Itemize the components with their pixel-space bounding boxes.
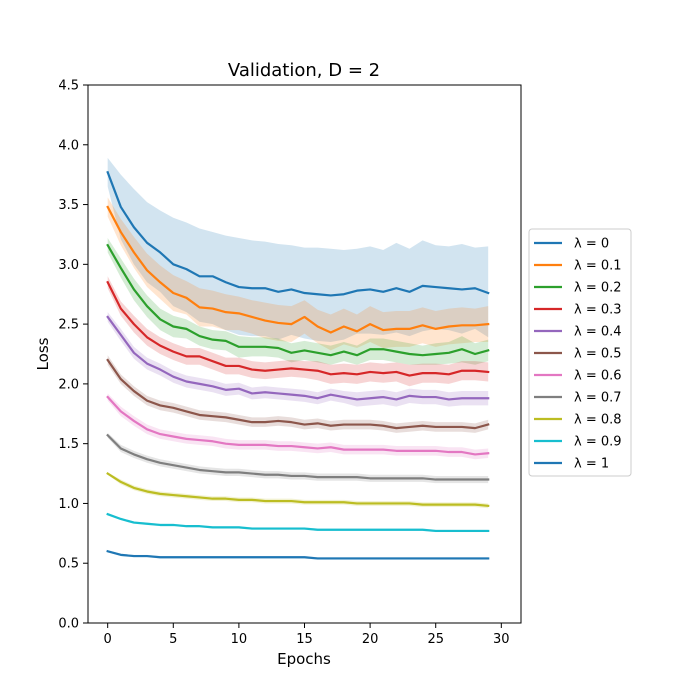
y-tick-label: 2.5 [58,318,79,333]
y-tick-label: 1.5 [58,437,79,452]
y-tick-label: 0.5 [58,557,79,572]
y-axis-ticks: 0.0 0.5 1.0 1.5 2.0 2.5 3.0 3.5 4.0 4.5 [58,79,88,632]
y-tick-label: 0.0 [58,617,79,632]
x-axis-label: Epochs [277,650,331,668]
x-tick-label: 0 [104,632,112,647]
series-band-8 [107,472,489,509]
legend-label-5: λ = 0.5 [574,347,622,362]
series-lines [106,170,490,560]
legend-label-1: λ = 0.1 [574,259,622,274]
confidence-bands [107,157,489,560]
series-line-7 [106,433,490,481]
legend-label-4: λ = 0.4 [574,325,622,340]
legend-label-2: λ = 0.2 [574,281,622,296]
legend-label-6: λ = 0.6 [574,369,622,384]
series-line-0 [106,170,490,297]
chart-title: Validation, D = 2 [228,60,380,81]
x-tick-label: 20 [362,632,379,647]
series-line-5 [106,358,490,430]
series-line-8 [106,472,490,508]
y-tick-label: 1.0 [58,497,79,512]
series-line-9 [106,512,490,533]
series-line-10 [106,549,490,560]
legend-box [528,228,632,477]
series-band-4 [107,312,489,407]
legend-label-9: λ = 0.9 [574,435,622,450]
y-tick-label: 4.0 [58,138,79,153]
series-line-3 [106,280,490,377]
series-band-6 [107,393,489,460]
x-tick-label: 15 [296,632,313,647]
y-tick-label: 4.5 [58,79,79,94]
y-tick-label: 3.0 [58,258,79,273]
legend-label-0: λ = 0 [574,237,609,252]
series-band-2 [107,238,489,365]
legend-label-10: λ = 1 [574,457,609,472]
series-band-5 [107,355,489,433]
series-band-3 [107,276,489,387]
x-tick-label: 30 [493,632,510,647]
x-tick-label: 25 [427,632,444,647]
series-line-1 [106,205,490,334]
legend: λ = 0 λ = 0.1 λ = 0.2 λ = 0.3 λ = 0.4 λ = 0.5… [528,228,632,477]
legend-label-8: λ = 0.8 [574,413,622,428]
series-line-6 [106,395,490,456]
x-tick-label: 5 [169,632,177,647]
series-band-1 [107,197,489,351]
legend-label-7: λ = 0.7 [574,391,622,406]
y-axis-label: Loss [34,337,52,370]
x-tick-label: 10 [231,632,248,647]
series-band-0 [107,157,489,343]
legend-label-3: λ = 0.3 [574,303,622,318]
x-axis-ticks: 0 5 10 15 20 25 30 [104,623,510,647]
series-line-2 [106,243,490,357]
y-tick-label: 3.5 [58,198,79,213]
y-tick-label: 2.0 [58,377,79,392]
series-line-4 [106,315,490,401]
